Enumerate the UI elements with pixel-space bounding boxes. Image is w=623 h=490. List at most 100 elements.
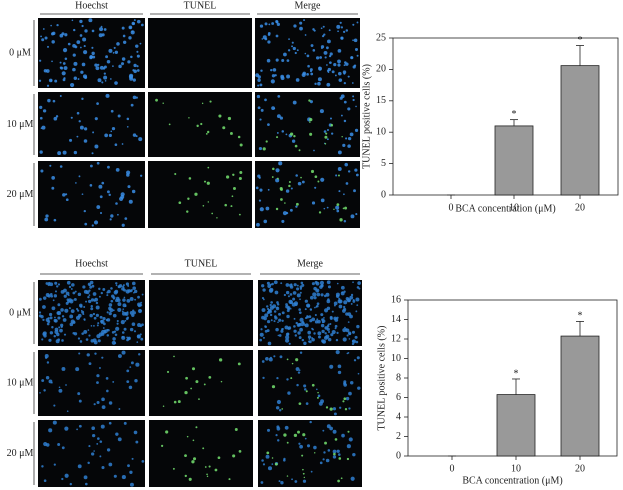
nucleus — [54, 79, 58, 83]
nucleus — [121, 26, 125, 30]
nucleus — [54, 316, 56, 319]
nucleus — [101, 397, 105, 402]
nucleus — [256, 222, 260, 227]
nucleus — [71, 283, 75, 287]
nucleus — [348, 407, 351, 410]
nucleus — [45, 69, 50, 73]
nucleus — [92, 433, 96, 438]
nucleus — [326, 64, 328, 66]
nucleus — [337, 167, 342, 171]
nucleus — [316, 388, 318, 391]
tunel-spot — [275, 207, 279, 211]
nucleus — [77, 78, 80, 80]
nucleus — [41, 379, 45, 382]
nucleus — [112, 52, 115, 54]
nucleus — [257, 78, 261, 82]
nucleus — [131, 313, 135, 318]
tunel-spot — [311, 383, 315, 387]
nucleus — [128, 199, 133, 204]
nucleus — [356, 356, 360, 360]
nucleus — [90, 164, 93, 168]
nucleus — [259, 332, 264, 337]
nucleus — [70, 82, 75, 88]
nucleus — [261, 308, 266, 313]
nucleus — [57, 303, 61, 307]
nucleus — [108, 462, 113, 467]
nucleus — [45, 293, 50, 297]
nucleus — [307, 335, 312, 339]
nucleus — [123, 327, 127, 331]
nucleus — [103, 28, 107, 31]
tunel-spot — [230, 205, 233, 208]
nucleus — [51, 60, 53, 63]
nucleus — [298, 308, 302, 311]
nucleus — [70, 309, 75, 314]
tunel-spot — [165, 430, 169, 434]
nucleus — [127, 284, 130, 287]
tunel-spot — [239, 143, 243, 147]
nucleus — [65, 291, 70, 296]
tunel-spot — [202, 205, 205, 207]
nucleus — [293, 283, 297, 287]
nucleus — [275, 34, 279, 38]
nucleus — [347, 137, 352, 141]
tunel-spot — [309, 132, 313, 136]
nucleus — [52, 299, 55, 302]
nucleus — [271, 106, 275, 110]
nucleus — [272, 68, 277, 72]
nucleus — [64, 308, 69, 313]
tunel-spot — [339, 218, 343, 222]
nucleus — [347, 321, 350, 323]
nucleus — [41, 338, 44, 341]
y-tick-label: 14 — [391, 314, 401, 325]
nucleus — [43, 296, 47, 300]
nucleus — [48, 78, 53, 83]
nucleus — [88, 284, 91, 287]
nucleus — [306, 315, 309, 319]
nucleus — [268, 23, 271, 26]
nucleus — [54, 319, 58, 323]
nucleus — [68, 307, 71, 310]
nucleus — [278, 163, 281, 165]
tunel-spot — [286, 475, 289, 477]
nucleus — [352, 95, 355, 98]
nucleus — [67, 42, 71, 46]
nucleus — [138, 353, 141, 356]
nucleus — [132, 286, 137, 290]
nucleus — [264, 313, 269, 318]
nucleus — [352, 39, 354, 42]
tunel-spot — [222, 126, 226, 130]
nucleus — [293, 325, 296, 328]
nucleus — [328, 54, 332, 58]
nucleus — [259, 83, 263, 87]
nucleus — [333, 301, 338, 306]
nucleus — [311, 201, 316, 205]
nucleus — [347, 75, 350, 78]
nucleus — [53, 294, 58, 298]
nucleus — [83, 475, 88, 480]
nucleus — [73, 28, 76, 32]
nucleus — [332, 449, 337, 454]
nucleus — [64, 33, 68, 37]
tunel-spot — [195, 426, 198, 429]
nucleus — [337, 59, 341, 64]
nucleus — [40, 35, 42, 38]
nucleus — [41, 125, 46, 130]
row-label: 10 μM — [7, 377, 34, 388]
column-label: Merge — [295, 0, 321, 11]
nucleus — [59, 33, 64, 38]
nucleus — [323, 335, 328, 340]
tunel-spot — [227, 116, 232, 121]
nucleus — [129, 26, 132, 29]
nucleus — [261, 315, 265, 320]
nucleus — [276, 376, 279, 380]
nucleus — [278, 312, 281, 316]
tunel-spot — [294, 144, 298, 148]
nucleus — [115, 298, 119, 303]
tunel-spot — [272, 167, 275, 171]
tunel-spot — [283, 433, 287, 437]
nucleus — [43, 334, 47, 338]
nucleus — [285, 332, 290, 337]
nucleus — [297, 331, 301, 335]
nucleus — [129, 482, 134, 487]
